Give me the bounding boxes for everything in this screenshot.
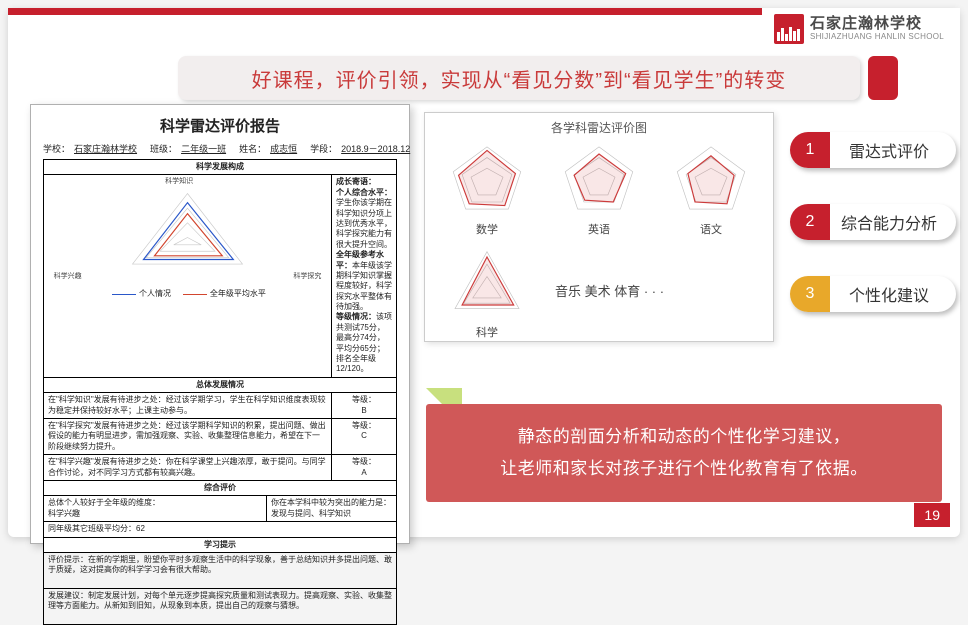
label-science: 科学 — [435, 324, 539, 340]
radar-english: 英语 — [547, 138, 651, 237]
r1-grade-label: 等级： — [352, 395, 376, 404]
slide: 石家庄瀚林学校 SHIJIAZHUANG HANLIN SCHOOL 好课程，评… — [8, 8, 960, 537]
page-number: 19 — [914, 503, 950, 527]
radar-panel-title: 各学科雷达评价图 — [435, 119, 763, 136]
c1: 科学兴趣 — [48, 509, 80, 518]
list-num-1: 1 — [790, 132, 830, 168]
quote-box: 静态的剖面分析和动态的个性化学习建议， 让老师和家长对孩子进行个性化教育有了依据… — [426, 404, 942, 502]
radar-chinese: 语文 — [659, 138, 763, 237]
quote-line-1: 静态的剖面分析和动态的个性化学习建议， — [518, 421, 851, 453]
personal-title: 个人综合水平： — [336, 188, 392, 197]
school-logo-block: 石家庄瀚林学校 SHIJIAZHUANG HANLIN SCHOOL — [762, 8, 960, 50]
logo-icon — [774, 14, 804, 44]
list-text-1: 雷达式评价 — [830, 138, 956, 162]
meta-term: 2018.9－2018.12 — [341, 142, 410, 155]
list-num-2: 2 — [790, 204, 830, 240]
list-item-1: 1 雷达式评价 — [790, 132, 956, 168]
c3: 62 — [136, 524, 145, 533]
slide-title: 好课程，评价引领，实现从“看见分数”到“看见学生”的转变 — [178, 56, 860, 100]
plan-label: 发展建议： — [48, 591, 88, 600]
c2-label: 你在本学科中较为突出的能力是： — [271, 498, 391, 507]
rank-title: 等级情况： — [336, 312, 376, 321]
axis-1: 科学知识 — [165, 177, 193, 186]
label-math: 数学 — [435, 221, 539, 237]
label-chinese: 语文 — [659, 221, 763, 237]
meta-name-label: 姓名： — [239, 142, 266, 155]
quote-line-2: 让老师和家长对孩子进行个性化教育有了依据。 — [500, 453, 868, 485]
r2-label: 在"科学探究"发展有待进步之处： — [48, 421, 166, 430]
legend-personal: 个人情况 — [139, 289, 171, 298]
r1-label: 在"科学知识"发展有待进步之处： — [48, 395, 166, 404]
radar-subject-panel: 各学科雷达评价图 数学 — [424, 112, 774, 342]
axis-2: 科学探究 — [293, 272, 321, 281]
doc-section-1: 科学发展构成 — [44, 160, 397, 175]
personal-text: 学生你该学期在科学知识分项上达到优秀水平，科学探究能力有很大提升空间。 — [336, 198, 392, 249]
legend-class: 全年级平均水平 — [210, 289, 266, 298]
header: 石家庄瀚林学校 SHIJIAZHUANG HANLIN SCHOOL — [8, 8, 960, 54]
school-name-cn: 石家庄瀚林学校 — [810, 16, 944, 33]
plan: 制定发展计划，对每个单元逐步提高探究质量和测试表现力。提高观察、实验、收集整理等… — [48, 591, 392, 610]
tip-label: 评价提示： — [48, 555, 88, 564]
r1-grade: B — [361, 406, 366, 415]
meta-name: 成志恒 — [270, 142, 297, 155]
label-english: 英语 — [547, 221, 651, 237]
c1-label: 总体个人较好于全年级的维度： — [48, 498, 160, 507]
doc-table: 科学发展构成 — [43, 159, 397, 625]
c2: 发现与提问、科学知识 — [271, 509, 351, 518]
radar-science: 科学 — [435, 241, 539, 340]
doc-title: 科学雷达评价报告 — [43, 115, 397, 136]
title-bar: 好课程，评价引领，实现从“看见分数”到“看见学生”的转变 — [178, 56, 898, 100]
title-cap — [868, 56, 898, 100]
axis-3: 科学兴趣 — [54, 272, 82, 281]
doc-section-3: 综合评价 — [44, 480, 397, 495]
list-text-2: 综合能力分析 — [830, 210, 956, 234]
doc-radar: 科学知识 科学探究 科学兴趣 — [48, 177, 327, 287]
list-num-3: 3 — [790, 276, 830, 312]
list-item-2: 2 综合能力分析 — [790, 204, 956, 240]
r2-grade: C — [361, 431, 367, 440]
report-document: 科学雷达评价报告 学校： 石家庄瀚林学校 班级： 二年级一班 姓名： 成志恒 学… — [30, 104, 410, 544]
doc-meta: 学校： 石家庄瀚林学校 班级： 二年级一班 姓名： 成志恒 学段： 2018.9… — [43, 142, 397, 155]
tip: 在新的学期里，盼望你平时多观察生活中的科学现象，善于总结知识并多提出问题、敢于质… — [48, 555, 392, 574]
r3-grade: A — [361, 468, 366, 477]
list-item-3: 3 个性化建议 — [790, 276, 956, 312]
school-name-en: SHIJIAZHUANG HANLIN SCHOOL — [810, 33, 944, 42]
meta-class-label: 班级： — [150, 142, 177, 155]
meta-class: 二年级一班 — [181, 142, 226, 155]
radar-more-subjects: 音乐 美术 体育 · · · — [547, 241, 763, 340]
list-text-3: 个性化建议 — [830, 282, 956, 306]
growth-title: 成长寄语： — [336, 177, 376, 186]
r2-grade-label: 等级： — [352, 421, 376, 430]
r3-label: 在"科学兴趣"发展有待进步之处： — [48, 457, 166, 466]
meta-school-label: 学校： — [43, 142, 70, 155]
c3-label: 同年级其它班级平均分： — [48, 524, 136, 533]
radar-math: 数学 — [435, 138, 539, 237]
r3-grade-label: 等级： — [352, 457, 376, 466]
rank-text: 该项共测试75分，最高分74分，平均分65分；排名全年级12/120。 — [336, 312, 392, 373]
doc-section-2: 总体发展情况 — [44, 377, 397, 392]
meta-school: 石家庄瀚林学校 — [74, 142, 137, 155]
meta-term-label: 学段： — [310, 142, 337, 155]
